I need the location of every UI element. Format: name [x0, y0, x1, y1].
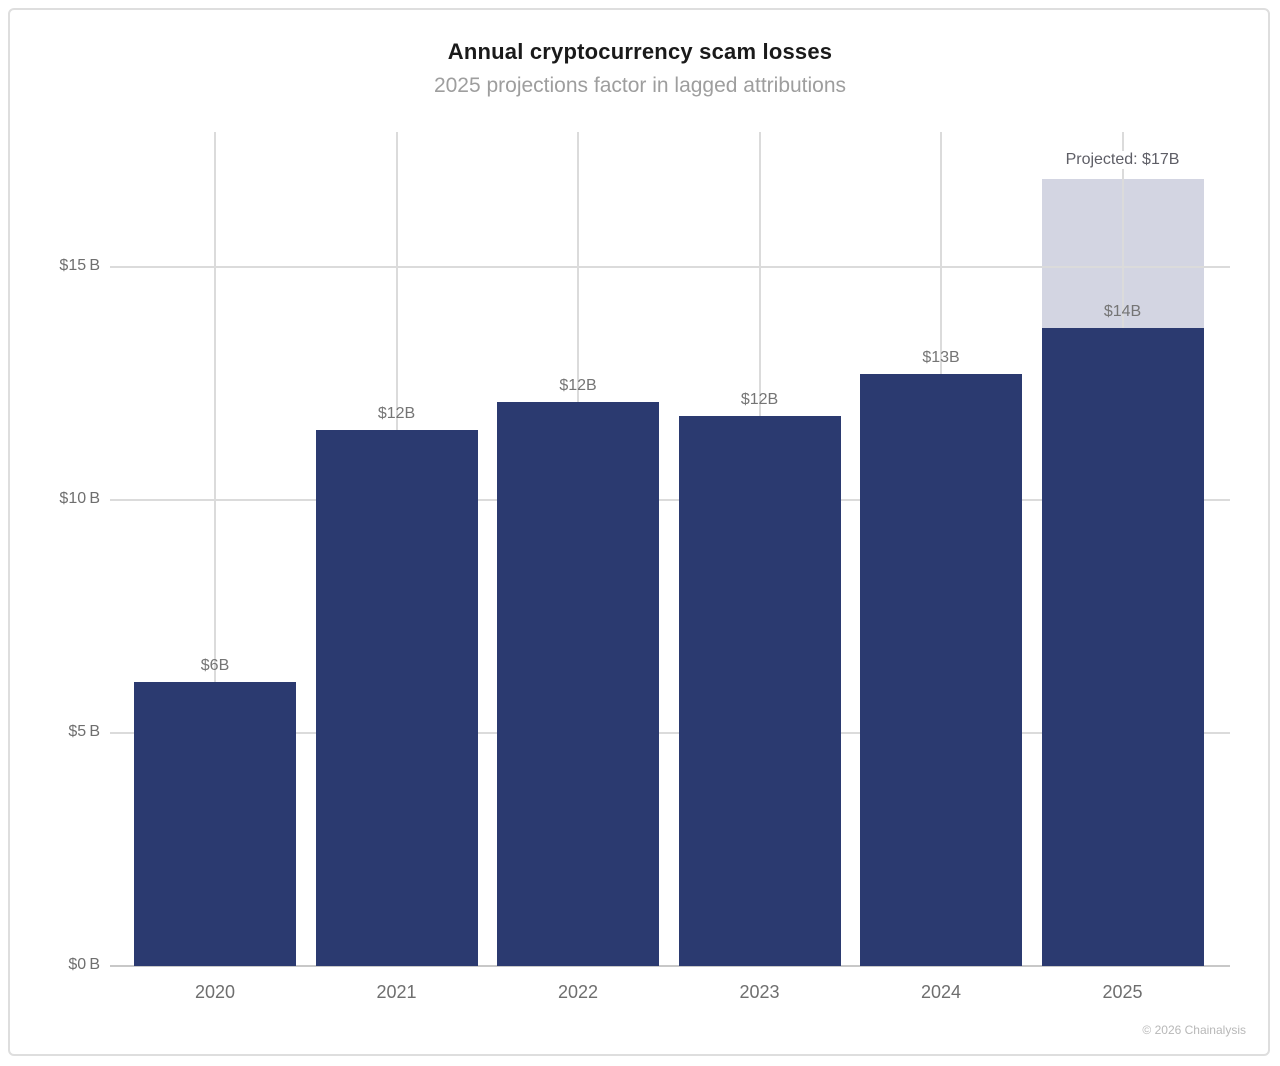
gridline-horizontal-10: [110, 499, 1230, 502]
x-tick-label-2020: 2020: [194, 982, 236, 1002]
bar-2022: [497, 402, 659, 966]
projected-value-label: Projected: $17B: [1060, 150, 1185, 169]
chart-subtitle: 2025 projections factor in lagged attrib…: [433, 74, 847, 97]
bar-value-label-2022: $12B: [559, 377, 597, 395]
bar-2025: [1041, 327, 1204, 966]
copyright-text: © 2026 Chainalysis: [1142, 1023, 1246, 1037]
bar-value-label-2021: $12B: [377, 405, 416, 423]
y-tick-label-10: $10 B: [59, 490, 100, 508]
x-tick-label-2022: 2022: [557, 982, 599, 1002]
bar-2021: [315, 430, 478, 966]
gridline-vertical-2020: [214, 132, 216, 966]
bar-2024: [860, 374, 1022, 966]
bar-value-label-2025: $14B: [1103, 302, 1142, 320]
y-tick-label-15: $15 B: [59, 257, 100, 275]
x-tick-label-2024: 2024: [920, 982, 962, 1002]
bar-2023: [678, 416, 841, 966]
y-tick-label-5: $5 B: [68, 723, 100, 741]
x-tick-label-2021: 2021: [376, 982, 417, 1002]
gridline-horizontal-5: [110, 732, 1230, 735]
bar-2020: [134, 681, 296, 966]
bar-value-label-2020: $6B: [200, 656, 230, 674]
gridline-horizontal-15: [110, 266, 1230, 269]
x-tick-label-2025: 2025: [1102, 982, 1143, 1002]
chart-title: Annual cryptocurrency scam losses: [447, 39, 833, 64]
y-tick-label-0: $0 B: [68, 956, 100, 973]
x-axis-line: [110, 965, 1230, 967]
x-tick-label-2023: 2023: [739, 982, 780, 1002]
bar-value-label-2024: $13B: [922, 349, 960, 367]
bar-value-label-2023: $12B: [740, 391, 779, 409]
